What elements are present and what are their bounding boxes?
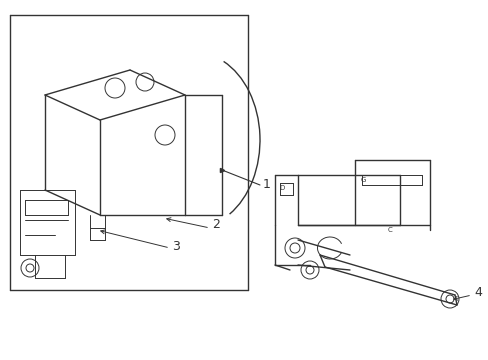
Text: 1: 1 xyxy=(263,179,270,192)
Text: G: G xyxy=(360,177,365,183)
Text: 3: 3 xyxy=(172,239,180,252)
Text: C: C xyxy=(387,227,391,233)
Text: 2: 2 xyxy=(212,219,220,231)
Text: D: D xyxy=(279,185,284,191)
Text: 4: 4 xyxy=(473,287,481,300)
